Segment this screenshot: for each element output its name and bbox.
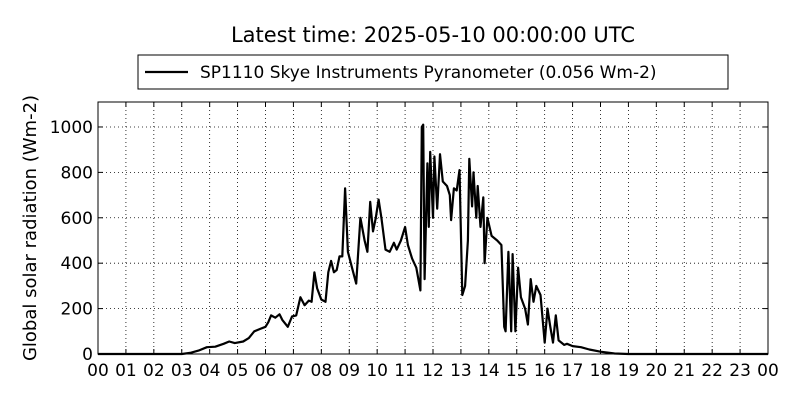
x-tick-label: 10	[366, 361, 388, 381]
y-tick-label: 800	[61, 163, 93, 183]
y-tick-label: 0	[82, 345, 93, 365]
x-tick-label: 22	[701, 361, 723, 381]
x-tick-label: 00	[757, 361, 779, 381]
x-tick-label: 18	[590, 361, 612, 381]
legend-box	[137, 54, 729, 90]
x-tick-label: 17	[562, 361, 584, 381]
x-tick-label: 00	[87, 361, 109, 381]
y-tick-label: 600	[61, 209, 93, 229]
x-tick-label: 02	[143, 361, 165, 381]
x-tick-label: 04	[199, 361, 221, 381]
y-tick-label: 200	[61, 300, 93, 320]
x-tick-label: 08	[311, 361, 333, 381]
y-tick-label: 1000	[50, 118, 93, 138]
x-tick-label: 03	[171, 361, 193, 381]
x-tick-label: 13	[450, 361, 472, 381]
data-line	[98, 123, 768, 356]
chart-title: Latest time: 2025-05-10 00:00:00 UTC	[231, 23, 635, 47]
x-tick-label: 06	[255, 361, 277, 381]
x-tick-label: 23	[729, 361, 751, 381]
x-tick-label: 21	[673, 361, 695, 381]
x-tick-label: 05	[227, 361, 249, 381]
x-tick-label: 16	[534, 361, 556, 381]
x-tick-label: 09	[338, 361, 360, 381]
x-tick-label: 20	[646, 361, 668, 381]
x-tick-label: 14	[478, 361, 500, 381]
legend-label: SP1110 Skye Instruments Pyranometer (0.0…	[200, 63, 657, 83]
y-axis-label: Global solar radiation (Wm-2)	[20, 95, 41, 361]
x-tick-label: 01	[115, 361, 137, 381]
y-tick-label: 400	[61, 254, 93, 274]
x-tick-label: 12	[422, 361, 444, 381]
x-tick-label: 11	[394, 361, 416, 381]
plot-frame	[97, 101, 769, 355]
x-tick-label: 19	[618, 361, 640, 381]
x-tick-label: 15	[506, 361, 528, 381]
x-tick-label: 07	[283, 361, 305, 381]
